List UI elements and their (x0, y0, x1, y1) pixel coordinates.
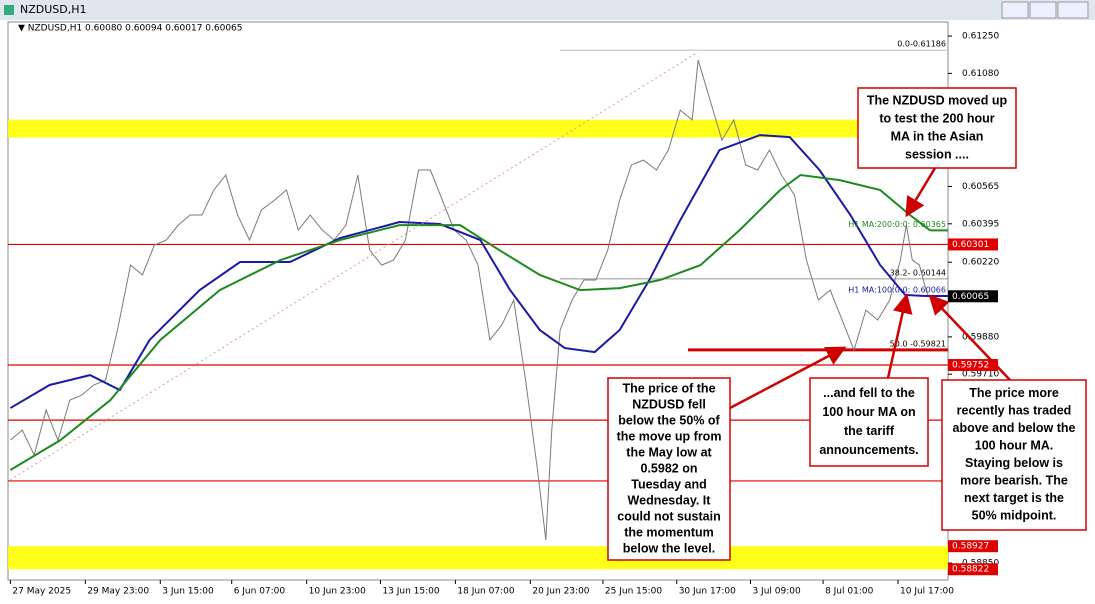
annotation-text: 100 hour MA on (822, 405, 915, 419)
annotation-text: could not sustain (617, 509, 720, 523)
annotation-text: below the level. (623, 541, 715, 555)
price-label-box (948, 290, 998, 303)
annotation-text: to test the 200 hour (879, 111, 994, 125)
annotation-text: announcements. (819, 443, 918, 457)
price-label-box (948, 540, 998, 553)
y-tick-label: 0.60220 (962, 258, 999, 268)
annotation-text: below the 50% of (618, 413, 720, 427)
price-label: 0.60301 (952, 240, 989, 250)
price-label-box (948, 359, 998, 372)
chart-layer: 0.0-0.61186 38.2- 0.60144 50.0 -0.59821 H1 … (8, 32, 999, 597)
annotation-text: recently has traded (957, 404, 1072, 418)
annotation-text: next target is the (964, 491, 1064, 505)
x-tick-label: 10 Jun 23:00 (309, 587, 366, 597)
minimize-button[interactable] (1001, 1, 1029, 19)
x-tick-label: 6 Jun 07:00 (234, 587, 286, 597)
annotation-text: Tuesday and (631, 477, 706, 491)
plot-area (7, 21, 949, 581)
series-line (9, 174, 931, 471)
annotation-text: the move up from (617, 429, 722, 443)
y-tick-label: 0.59710 (962, 370, 999, 380)
y-tick-label: 0.59880 (962, 332, 999, 342)
annotation-text: 0.5982 on (641, 461, 698, 475)
x-tick-label: 18 Jun 07:00 (457, 587, 514, 597)
x-tick-label: 8 Jul 01:00 (825, 587, 874, 597)
x-tick-label: 25 Jun 15:00 (605, 587, 662, 597)
zone (8, 546, 948, 570)
annotation-box (857, 87, 1017, 169)
annotation-text: MA in the Asian (891, 129, 984, 143)
x-tick-label: 30 Jun 17:00 (679, 587, 736, 597)
arrow (928, 294, 1011, 381)
annotation-text: the May low at (626, 445, 712, 459)
y-tick-label: 0.61250 (962, 32, 999, 42)
close-button[interactable] (1057, 1, 1089, 19)
series-line (9, 134, 926, 409)
annotation-text: The price of the (622, 381, 715, 395)
price-label-box (948, 563, 998, 576)
annotation-text: session .... (905, 147, 969, 161)
annotations: The NZDUSD moved up to test the 200 hour M… (607, 87, 1087, 561)
price-label: 0.59752 (952, 361, 989, 371)
title-bar (0, 0, 1095, 20)
x-tick-label: 29 May 23:00 (87, 587, 149, 597)
annotation-text: Staying below is (965, 456, 1063, 470)
x-tick-label: 3 Jun 15:00 (162, 587, 214, 597)
ma-label: H1 MA:200:0:0: 0.60365 (848, 220, 946, 229)
annotation-text: Wednesday. It (628, 493, 712, 507)
x-tick-label: 3 Jul 09:00 (752, 587, 801, 597)
window-title: NZDUSD,H1 (20, 3, 87, 16)
y-tick-label: 0.60565 (962, 182, 999, 192)
annotation-text: above and below the (953, 421, 1076, 435)
ma-label: H1 MA:100:0:0: 0.60066 (848, 286, 946, 295)
price-label: 0.58822 (952, 565, 989, 575)
annotation-text: more bearish. The (960, 474, 1068, 488)
annotation-text: 50% midpoint. (972, 509, 1057, 523)
x-tick-label: 27 May 2025 (12, 587, 71, 597)
x-tick-label: 10 Jul 17:00 (900, 587, 954, 597)
annotation-text: The NZDUSD moved up (867, 93, 1008, 107)
zone (8, 119, 948, 138)
chart-header: ▼ NZDUSD,H1 0.60080 0.60094 0.60017 0.60… (18, 24, 243, 34)
arrow (905, 167, 937, 218)
annotation-text: 100 hour MA. (975, 439, 1054, 453)
annotation-text: the momentum (624, 525, 714, 539)
window-buttons[interactable] (1001, 1, 1089, 19)
maximize-button[interactable] (1029, 1, 1057, 19)
series-line (10, 59, 929, 541)
y-tick-label: 0.61080 (962, 69, 999, 79)
fib-trendline (9, 51, 699, 481)
price-label-box (948, 238, 998, 251)
annotation-text: the tariff (844, 424, 895, 438)
annotation-text: NZDUSD fell (632, 397, 706, 411)
price-label: 0.58927 (952, 542, 989, 552)
annotation-text: The price more (969, 386, 1059, 400)
price-label: 0.60065 (952, 292, 989, 302)
fib-label: 50.0 -0.59821 (890, 339, 946, 348)
fib-label: 0.0-0.61186 (897, 40, 946, 49)
y-tick-label: 0.60395 (962, 219, 999, 229)
fib-label: 38.2- 0.60144 (890, 268, 946, 277)
annotation-text: ...and fell to the (823, 386, 915, 400)
arrow (886, 293, 913, 379)
arrow (729, 346, 847, 410)
annotation-box (809, 377, 929, 467)
annotation-box (607, 377, 731, 561)
window-icon (4, 5, 14, 15)
x-tick-label: 20 Jun 23:00 (532, 587, 589, 597)
annotation-box (941, 379, 1087, 531)
x-tick-label: 13 Jun 15:00 (382, 587, 439, 597)
